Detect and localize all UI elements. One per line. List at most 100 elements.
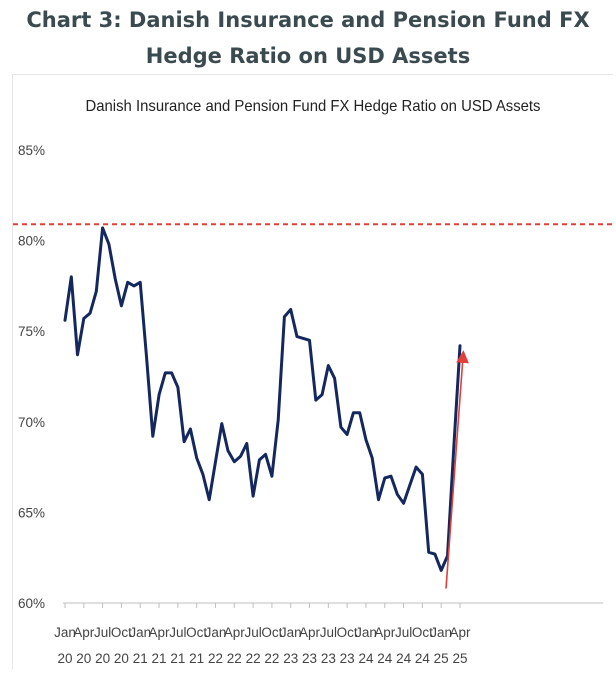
data-point xyxy=(245,442,249,445)
data-point xyxy=(120,304,123,308)
data-point xyxy=(145,355,148,358)
x-tick-year: 23 xyxy=(340,651,355,666)
data-point xyxy=(239,455,242,458)
data-point xyxy=(195,456,198,460)
y-tick-label: 70% xyxy=(18,415,45,430)
data-point xyxy=(189,427,192,431)
x-tick-year: 24 xyxy=(358,651,374,666)
line-chart: Danish Insurance and Pension Fund FX Hed… xyxy=(13,98,613,666)
data-point xyxy=(107,243,111,246)
data-point xyxy=(452,447,455,451)
data-point xyxy=(352,411,355,414)
data-point xyxy=(82,317,86,320)
data-point xyxy=(396,493,399,496)
x-tick-year: 20 xyxy=(114,651,129,666)
y-tick-label: 80% xyxy=(18,234,45,249)
data-point xyxy=(333,377,336,380)
data-point xyxy=(383,476,386,480)
y-tick-label: 65% xyxy=(18,505,45,520)
data-point xyxy=(308,339,311,342)
x-tick-month: Jul xyxy=(94,625,111,640)
x-tick-year: 21 xyxy=(189,651,204,666)
x-tick-year: 21 xyxy=(170,651,185,666)
data-point xyxy=(314,398,317,402)
x-tick-month: Apr xyxy=(299,625,321,640)
data-point xyxy=(427,551,430,554)
data-point xyxy=(440,569,443,572)
x-tick-year: 25 xyxy=(452,651,467,666)
x-tick-year: 21 xyxy=(152,651,167,666)
x-tick-month: Jul xyxy=(395,625,412,640)
trend-arrow-annotation xyxy=(445,350,469,589)
data-point xyxy=(214,460,217,463)
x-tick-month: Jan xyxy=(129,625,151,640)
data-point xyxy=(208,498,211,501)
x-tick-year: 25 xyxy=(434,651,449,666)
data-point xyxy=(421,473,424,476)
y-axis: 60% 65% 70% 75% 80% 85% xyxy=(18,143,45,611)
data-point xyxy=(414,465,418,469)
x-tick-month: Apr xyxy=(374,625,396,640)
x-tick-year: 22 xyxy=(246,651,261,666)
data-point xyxy=(182,440,186,443)
x-axis: Jan20Apr20Jul20Oct20Jan21Apr21Jul21Oct21… xyxy=(54,602,603,666)
x-tick-year: 22 xyxy=(227,651,242,666)
x-tick-month: Jan xyxy=(54,625,76,640)
data-point xyxy=(377,498,380,501)
x-tick-year: 20 xyxy=(95,651,110,666)
data-point xyxy=(226,449,230,452)
y-tick-label: 75% xyxy=(18,324,45,339)
data-point xyxy=(126,281,129,284)
data-point xyxy=(264,453,267,456)
data-point xyxy=(88,311,92,315)
page-title: Chart 3: Danish Insurance and Pension Fu… xyxy=(0,2,616,74)
x-tick-month: Oct xyxy=(186,625,207,640)
y-tick-label: 60% xyxy=(18,596,45,611)
data-point xyxy=(408,484,412,487)
page-title-text: Chart 3: Danish Insurance and Pension Fu… xyxy=(26,8,590,68)
data-point xyxy=(327,364,330,367)
x-tick-month: Jan xyxy=(355,625,377,640)
data-point xyxy=(302,337,305,340)
data-point xyxy=(63,319,67,322)
chart-title: Danish Insurance and Pension Fund FX Hed… xyxy=(86,98,541,115)
data-point xyxy=(339,426,343,429)
data-point xyxy=(283,315,286,318)
x-tick-year: 24 xyxy=(415,651,431,666)
x-tick-year: 24 xyxy=(377,651,393,666)
data-point xyxy=(433,552,437,556)
data-point xyxy=(132,284,136,288)
data-point xyxy=(220,422,223,425)
data-point xyxy=(389,474,393,478)
x-tick-month: Oct xyxy=(412,625,433,640)
data-point xyxy=(139,281,142,284)
data-point xyxy=(70,275,73,279)
series-line xyxy=(63,226,462,572)
data-point xyxy=(201,473,205,476)
x-tick-month: Jan xyxy=(430,625,452,640)
data-point xyxy=(289,308,292,311)
x-tick-year: 20 xyxy=(57,651,72,666)
data-point xyxy=(101,226,104,230)
x-tick-month: Apr xyxy=(224,625,246,640)
data-point xyxy=(402,502,405,505)
series-layer xyxy=(63,226,462,572)
data-point xyxy=(113,277,117,280)
data-point xyxy=(364,438,368,442)
data-point xyxy=(233,460,236,463)
data-point xyxy=(170,371,173,375)
x-tick-month: Jul xyxy=(320,625,337,640)
x-tick-year: 23 xyxy=(302,651,317,666)
y-tick-label: 85% xyxy=(18,143,45,158)
chart-frame: Danish Insurance and Pension Fund FX Hed… xyxy=(12,74,613,669)
x-tick-month: Jul xyxy=(169,625,186,640)
x-tick-year: 22 xyxy=(264,651,279,666)
x-tick-year: 22 xyxy=(208,651,223,666)
data-point xyxy=(458,344,462,347)
annotation-layer xyxy=(445,350,469,589)
x-tick-month: Jan xyxy=(205,625,227,640)
data-point xyxy=(164,371,167,375)
x-tick-month: Apr xyxy=(450,625,472,640)
data-point xyxy=(76,353,79,356)
data-point xyxy=(176,386,180,389)
